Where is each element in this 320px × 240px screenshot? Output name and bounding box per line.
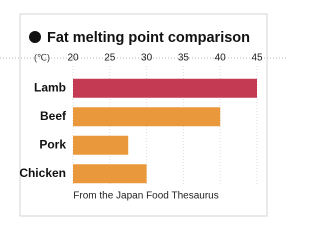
page: Fat melting point comparison (℃) From th…: [0, 13, 286, 217]
bar: [73, 135, 129, 155]
bar: [73, 164, 147, 184]
y-tick-label: Lamb: [34, 80, 66, 94]
x-tick-label: 35: [178, 53, 190, 64]
y-tick-label: Pork: [39, 137, 66, 151]
bar: [73, 107, 221, 127]
chart-title: Fat melting point comparison: [47, 30, 250, 46]
bar: [73, 78, 257, 98]
chart: Fat melting point comparison (℃) From th…: [0, 13, 286, 217]
source-note: From the Japan Food Thesaurus: [73, 191, 218, 202]
y-tick-label: Chicken: [19, 166, 66, 180]
x-tick-label: 20: [67, 53, 79, 64]
title-bullet: [29, 31, 41, 43]
x-tick-label: 25: [104, 53, 116, 64]
x-tick-label: 30: [141, 53, 153, 64]
unit-label: (℃): [34, 52, 50, 62]
x-tick-label: 40: [215, 53, 227, 64]
x-tick-label: 45: [251, 53, 263, 64]
y-tick-label: Beef: [40, 109, 67, 123]
